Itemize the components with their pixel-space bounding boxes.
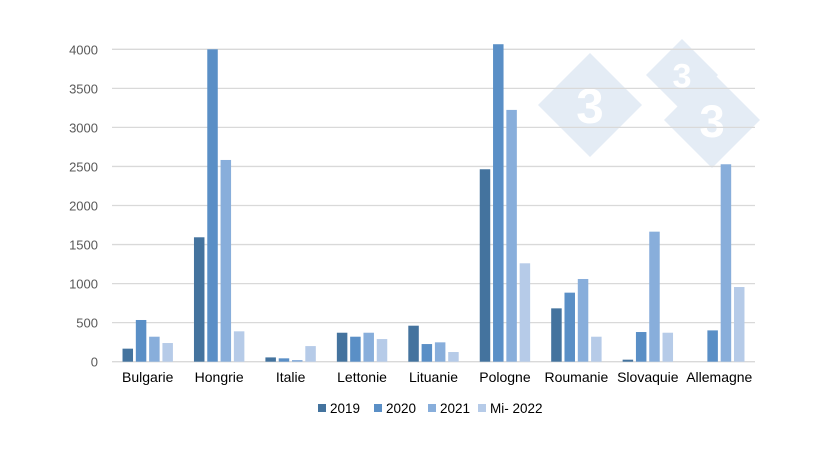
legend-label: Mi- 2022 (490, 401, 543, 416)
bar-lettonie-2019 (336, 332, 348, 362)
watermark-diamond (538, 53, 642, 157)
watermark-text: 3 (576, 79, 603, 134)
bar-bulgarie-2020 (135, 319, 147, 362)
y-axis: 0 500 1000 1500 2000 2500 3000 3500 4000 (69, 42, 98, 369)
bar-italie-2021 (292, 360, 303, 362)
bar-bulgarie-2021 (149, 336, 160, 362)
bar-lituanie-2020 (421, 344, 433, 362)
bar-hongrie-2019 (193, 237, 205, 362)
x-tick-label: Lituanie (409, 369, 458, 385)
bar-pologne-mi-2022 (519, 263, 531, 362)
y-tick-label: 500 (76, 316, 98, 331)
bar-pologne-2019 (479, 169, 491, 362)
x-tick-label: Bulgarie (122, 369, 174, 385)
x-axis: Bulgarie Hongrie Italie Lettonie Lituanie Pol… (122, 369, 753, 385)
bar-lituanie-mi-2022 (448, 352, 459, 362)
bar-hongrie-2020 (207, 49, 218, 362)
bar-slovaquie-2020 (635, 332, 647, 362)
y-tick-label: 0 (91, 355, 98, 370)
bar-pologne-2021 (506, 109, 517, 362)
watermark-diamond (664, 72, 760, 168)
bar-slovaquie-2019 (622, 359, 634, 362)
bar-lituanie-2021 (434, 342, 446, 362)
bar-lituanie-2019 (408, 325, 419, 362)
bar-hongrie-2021 (220, 159, 232, 362)
y-tick-label: 3500 (69, 81, 98, 96)
bar-allemagne-2020 (707, 330, 718, 362)
legend-label: 2019 (330, 401, 360, 416)
watermark-text: 3 (699, 96, 724, 147)
legend-swatch (478, 404, 486, 412)
bar-lettonie-2020 (350, 336, 361, 362)
legend: 2019 2020 2021 Mi- 2022 (318, 401, 543, 416)
bar-italie-2019 (265, 357, 276, 362)
x-tick-label: Italie (276, 369, 306, 385)
x-tick-label: Pologne (479, 369, 531, 385)
bar-roumanie-mi-2022 (591, 336, 602, 362)
y-tick-label: 4000 (69, 42, 98, 57)
legend-swatch (374, 404, 382, 412)
y-tick-label: 2500 (69, 159, 98, 174)
bars (122, 44, 745, 362)
bar-slovaquie-2021 (649, 231, 660, 362)
bar-italie-mi-2022 (305, 346, 316, 362)
legend-swatch (318, 404, 326, 412)
y-tick-label: 3000 (69, 120, 98, 135)
y-tick-label: 2000 (69, 199, 98, 214)
y-tick-label: 1000 (69, 277, 98, 292)
bar-hongrie-mi-2022 (233, 331, 245, 362)
bar-slovaquie-mi-2022 (662, 332, 674, 362)
bar-allemagne-2021 (720, 164, 732, 362)
gridlines (112, 48, 755, 363)
bar-roumanie-2020 (564, 292, 575, 362)
watermark-text: 3 (672, 58, 691, 96)
legend-label: 2020 (386, 401, 416, 416)
bar-bulgarie-2019 (122, 348, 134, 362)
bar-bulgarie-mi-2022 (162, 343, 173, 362)
bar-italie-2020 (278, 358, 290, 362)
bar-allemagne-mi-2022 (733, 287, 745, 362)
watermark-logo: 333 (538, 39, 760, 168)
bar-lettonie-mi-2022 (376, 339, 388, 362)
bar-pologne-2020 (493, 44, 504, 362)
legend-swatch (428, 404, 436, 412)
x-tick-label: Allemagne (686, 369, 752, 385)
x-tick-label: Roumanie (544, 369, 608, 385)
bar-roumanie-2019 (551, 308, 562, 362)
bar-lettonie-2021 (363, 332, 374, 362)
legend-label: 2021 (440, 401, 470, 416)
bar-roumanie-2021 (577, 278, 589, 362)
x-tick-label: Lettonie (337, 369, 387, 385)
x-tick-label: Slovaquie (617, 369, 679, 385)
y-tick-label: 1500 (69, 238, 98, 253)
x-tick-label: Hongrie (195, 369, 244, 385)
